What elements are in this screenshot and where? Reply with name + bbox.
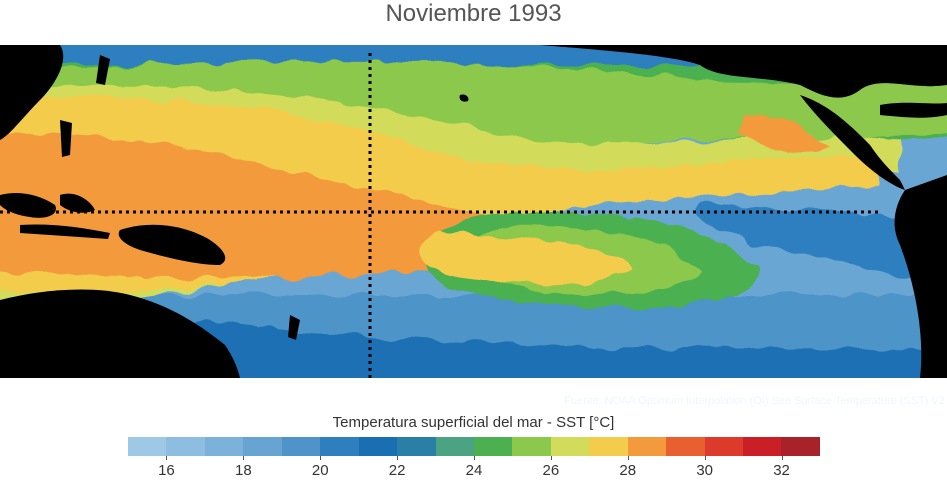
colorbar-tick-mark	[397, 456, 399, 460]
colorbar-tick-mark	[781, 456, 783, 460]
colorbar-tick-label: 18	[234, 462, 252, 479]
colorbar-swatch	[512, 437, 551, 456]
reference-lines	[0, 53, 880, 378]
colorbar-swatch	[473, 437, 513, 456]
australia-landmass	[0, 289, 240, 378]
colorbar-tick-label: 26	[542, 462, 560, 479]
colorbar-tick-label: 20	[311, 462, 329, 479]
colorbar-swatch	[358, 437, 398, 456]
north-america-landmass	[540, 45, 947, 98]
south-america-landmass	[894, 175, 947, 378]
colorbar-swatch	[743, 437, 782, 456]
sst-map-canvas	[0, 45, 947, 378]
colorbar-title: Temperatura superficial del mar - SST [°…	[332, 414, 615, 431]
colorbar-swatch	[666, 437, 705, 456]
colorbar-tick-label: 24	[465, 462, 483, 479]
colorbar	[128, 437, 820, 456]
colorbar-swatch	[589, 437, 628, 456]
colorbar-tick-mark	[627, 456, 629, 460]
colorbar-swatch	[166, 437, 205, 456]
colorbar-tick-label: 32	[773, 462, 790, 479]
indonesia-islands	[0, 193, 110, 239]
colorbar-tick-label: 28	[619, 462, 637, 479]
colorbar-ticks: 16 18 20 22 24 26 28 30 32	[128, 456, 820, 480]
map-title: Noviembre 1993	[385, 0, 562, 27]
colorbar-swatch	[128, 437, 167, 456]
philippines-islands	[60, 120, 72, 157]
central-america-landmass	[800, 95, 905, 190]
colorbar-tick-label: 16	[158, 462, 175, 479]
japan-islands	[96, 55, 110, 85]
colorbar-tick-label: 22	[388, 462, 406, 479]
colorbar-swatch	[281, 437, 321, 456]
colorbar-swatch	[550, 437, 590, 456]
colorbar-swatch	[435, 437, 474, 456]
colorbar-swatch	[397, 437, 436, 456]
colorbar-swatch	[320, 437, 359, 456]
colorbar-tick-mark	[704, 456, 706, 460]
colorbar-swatch	[627, 437, 667, 456]
colorbar-swatch	[204, 437, 244, 456]
land-masses	[0, 45, 947, 378]
source-credit: Fuente: NOAA Optimum Interpolation (OI) …	[564, 395, 945, 407]
new-zealand-islands	[288, 315, 300, 340]
colorbar-tick-mark	[243, 456, 245, 460]
colorbar-swatch	[243, 437, 282, 456]
colorbar-tick-mark	[474, 456, 475, 460]
asia-landmass	[0, 45, 64, 140]
colorbar-tick-mark	[550, 456, 552, 460]
colorbar-swatch	[704, 437, 743, 456]
colorbar-swatch	[781, 437, 820, 456]
colorbar-tick-mark	[166, 456, 168, 460]
hawaii-islands	[459, 94, 469, 102]
caribbean-islands	[880, 102, 947, 118]
colorbar-tick-label: 30	[696, 462, 713, 479]
sst-map: Fuente: NOAA Optimum Interpolation (OI) …	[0, 45, 947, 407]
colorbar-tick-mark	[320, 456, 322, 460]
new-guinea-landmass	[118, 224, 226, 265]
